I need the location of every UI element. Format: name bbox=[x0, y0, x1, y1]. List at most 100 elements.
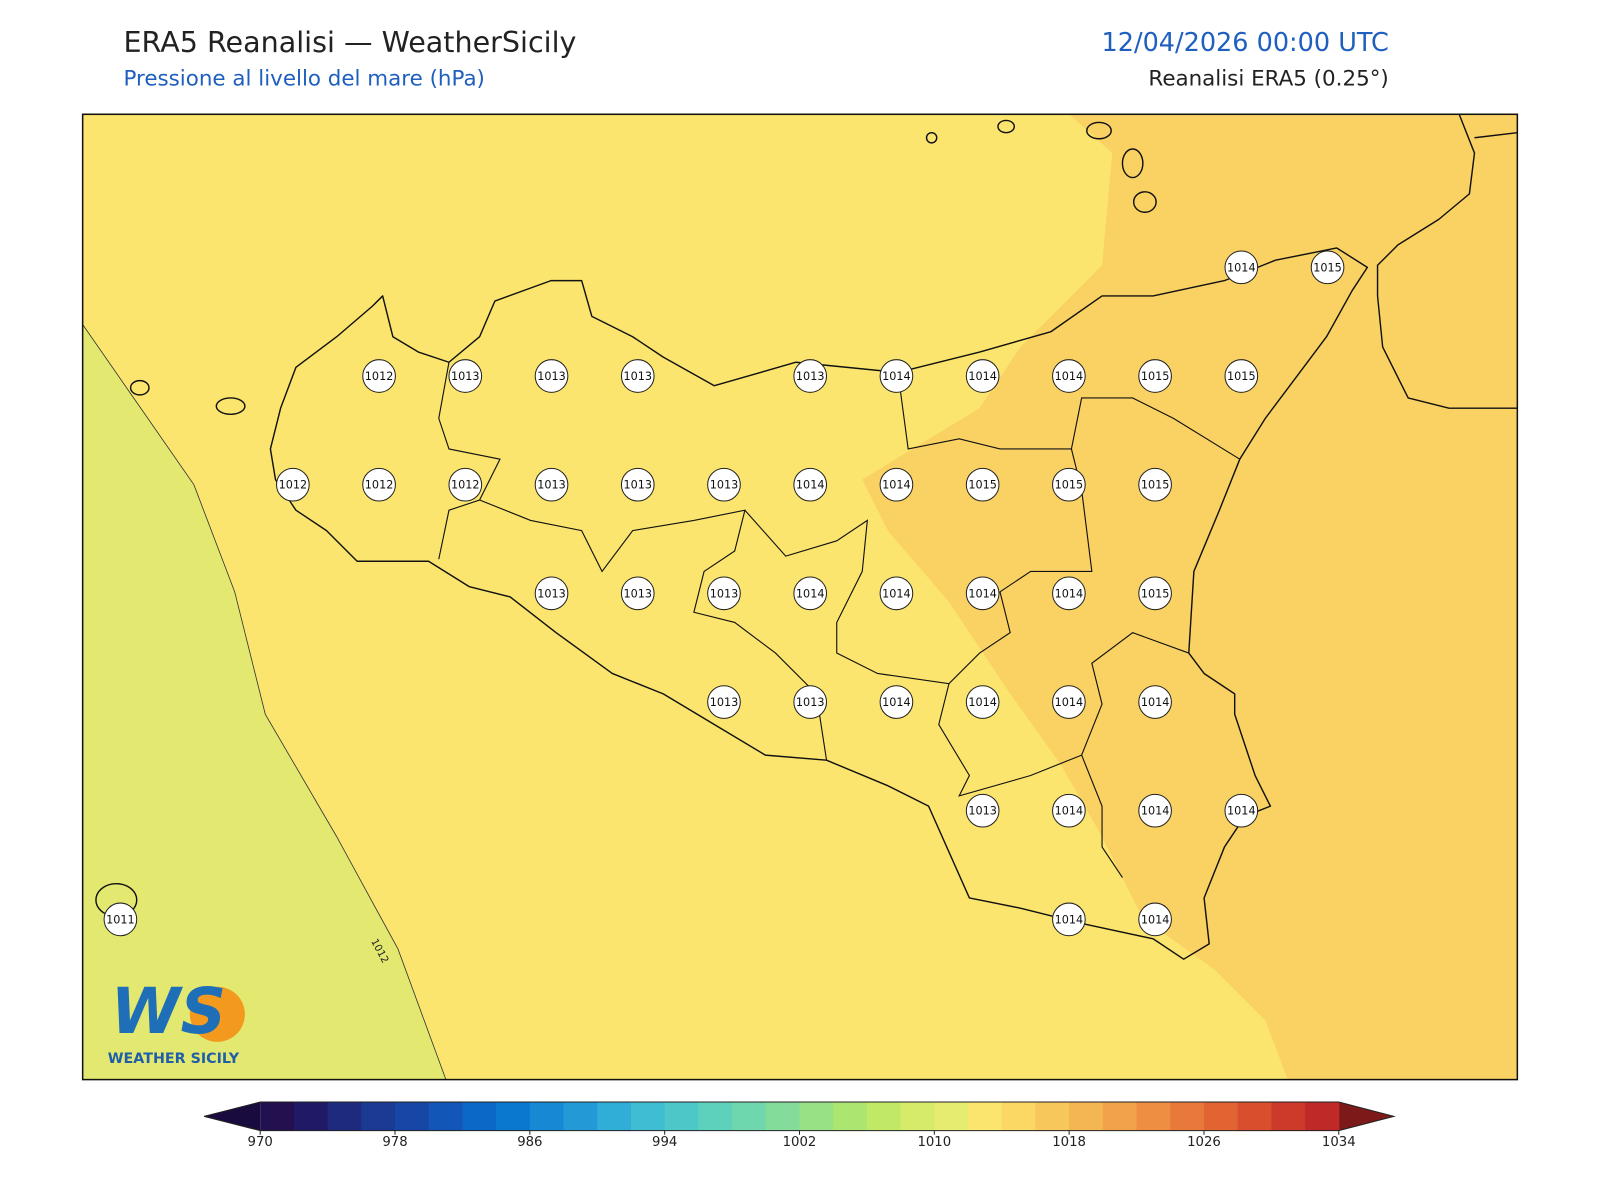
province-border bbox=[438, 362, 501, 560]
colorbar-tick-label: 1034 bbox=[1322, 1135, 1356, 1150]
station-marker bbox=[1138, 359, 1172, 393]
island bbox=[997, 119, 1015, 134]
station-marker bbox=[620, 576, 655, 611]
colorbar-tick-label: 1026 bbox=[1187, 1135, 1221, 1150]
colorbar-segment bbox=[934, 1102, 969, 1131]
station-value: 1013 bbox=[710, 587, 739, 600]
colorbar-segment bbox=[900, 1102, 935, 1131]
station-value: 1013 bbox=[537, 479, 566, 492]
station-marker bbox=[879, 359, 914, 393]
colorbar-segment bbox=[1170, 1102, 1205, 1131]
title: ERA5 Reanalisi — WeatherSicily bbox=[123, 25, 576, 59]
colorbar-segment bbox=[1271, 1102, 1306, 1131]
island bbox=[1132, 191, 1157, 213]
colorbar-tick-label: 1010 bbox=[917, 1135, 951, 1150]
colorbar-segment bbox=[732, 1102, 767, 1131]
colorbar-segment bbox=[293, 1102, 329, 1131]
colorbar-segment bbox=[260, 1102, 295, 1131]
station-value: 1014 bbox=[968, 587, 997, 600]
station-value: 1014 bbox=[1055, 913, 1084, 926]
map-frame bbox=[81, 113, 1519, 1081]
station-marker bbox=[965, 359, 1000, 393]
station-value: 1012 bbox=[365, 370, 394, 383]
colorbar-tick-label: 1018 bbox=[1052, 1135, 1086, 1150]
station-value: 1014 bbox=[882, 370, 911, 383]
station-marker bbox=[879, 467, 914, 502]
station-value: 1014 bbox=[1141, 696, 1170, 709]
subtitle: Pressione al livello del mare (hPa) bbox=[123, 67, 484, 92]
colorbar-segment bbox=[496, 1102, 531, 1131]
station-marker bbox=[448, 467, 483, 502]
station-value: 1014 bbox=[1055, 696, 1084, 709]
colorbar-tick-label: 1002 bbox=[783, 1135, 817, 1150]
logo-letters: WS bbox=[111, 974, 226, 1048]
colorbar-segment bbox=[361, 1102, 396, 1131]
source: Reanalisi ERA5 (0.25°) bbox=[1148, 67, 1388, 92]
station-marker bbox=[1138, 576, 1172, 611]
station-value: 1015 bbox=[1055, 479, 1084, 492]
station-value: 1013 bbox=[710, 696, 739, 709]
colorbar-segment bbox=[1102, 1102, 1138, 1131]
station-marker bbox=[707, 467, 741, 502]
station-marker bbox=[362, 359, 396, 393]
station-value: 1013 bbox=[623, 370, 652, 383]
station-value: 1012 bbox=[279, 479, 308, 492]
colorbar-segment bbox=[664, 1102, 699, 1131]
colorbar-tick-label: 978 bbox=[382, 1135, 407, 1150]
colorbar-segment bbox=[597, 1102, 632, 1131]
station-marker bbox=[1052, 467, 1086, 502]
island bbox=[1086, 121, 1112, 140]
colorbar-segment bbox=[1136, 1102, 1171, 1131]
station-marker bbox=[103, 902, 138, 937]
station-marker bbox=[534, 359, 569, 393]
station-value: 1014 bbox=[1055, 370, 1084, 383]
province-border bbox=[744, 448, 1093, 685]
station-value: 1014 bbox=[968, 370, 997, 383]
station-value: 1013 bbox=[796, 696, 825, 709]
colorbar-segment bbox=[1001, 1102, 1036, 1131]
coastline bbox=[269, 247, 1369, 960]
coastline bbox=[1474, 131, 1518, 139]
logo-name: WEATHER SICILY bbox=[108, 1051, 240, 1067]
colorbar-segment bbox=[462, 1102, 497, 1131]
station-marker bbox=[1052, 359, 1086, 393]
pressure-field bbox=[82, 324, 446, 1080]
colorbar-segment bbox=[698, 1102, 733, 1131]
station-value: 1014 bbox=[968, 696, 997, 709]
colorbar-tick-label: 970 bbox=[248, 1135, 273, 1150]
station-marker bbox=[620, 467, 655, 502]
colorbar-tick-label: 994 bbox=[652, 1135, 677, 1150]
station-value: 1013 bbox=[968, 805, 997, 818]
colorbar-under bbox=[204, 1102, 261, 1131]
station-value: 1014 bbox=[882, 587, 911, 600]
station-marker bbox=[707, 576, 741, 611]
station-value: 1015 bbox=[1313, 261, 1342, 274]
logo-sun bbox=[189, 986, 245, 1042]
station-value: 1014 bbox=[1227, 805, 1256, 818]
colorbar-segment bbox=[833, 1102, 868, 1131]
station-value: 1015 bbox=[1141, 587, 1170, 600]
colorbar-segment bbox=[428, 1102, 463, 1131]
station-value: 1014 bbox=[1227, 261, 1256, 274]
datetime: 12/04/2026 00:00 UTC bbox=[1102, 28, 1389, 58]
station-marker bbox=[793, 576, 828, 611]
station-value: 1013 bbox=[623, 587, 652, 600]
station-marker bbox=[1224, 793, 1259, 828]
island bbox=[1121, 148, 1144, 179]
station-value: 1014 bbox=[882, 479, 911, 492]
colorbar-segment bbox=[1203, 1102, 1239, 1131]
island bbox=[925, 131, 938, 144]
station-value: 1013 bbox=[623, 479, 652, 492]
colorbar-segment bbox=[866, 1102, 902, 1131]
colorbar-tick-label: 986 bbox=[517, 1135, 542, 1150]
colorbar-segment bbox=[327, 1102, 362, 1131]
station-value: 1014 bbox=[1055, 805, 1084, 818]
station-marker bbox=[534, 576, 569, 611]
map: 1012 WS WEATHER SICILY 1014 1015 1012 1013 1… bbox=[82, 114, 1518, 1080]
station-marker bbox=[1052, 576, 1086, 611]
logo: WS WEATHER SICILY bbox=[108, 974, 245, 1067]
station-marker bbox=[1138, 467, 1172, 502]
station-value: 1013 bbox=[537, 587, 566, 600]
station-marker bbox=[965, 576, 1000, 611]
station-marker bbox=[793, 467, 828, 502]
